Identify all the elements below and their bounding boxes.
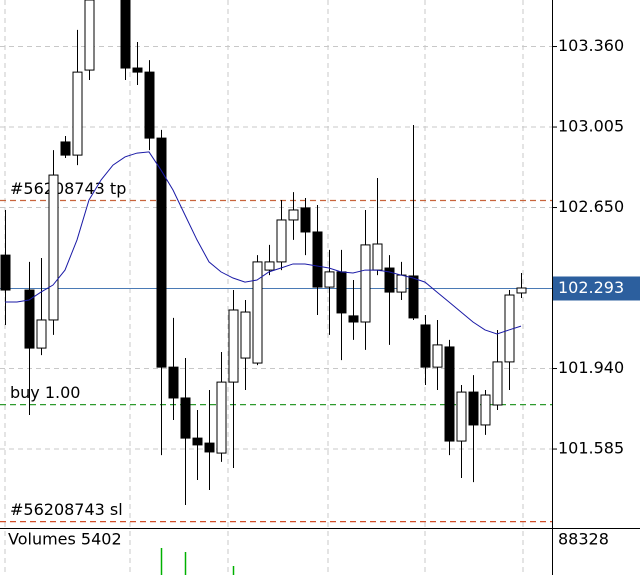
candle-body [420,324,431,368]
candle-body [408,275,419,319]
candle-body [144,71,155,139]
candle-body [252,261,263,364]
candle-body [204,442,215,453]
candle-body [48,174,59,321]
current-price-label: 102.293 [558,278,624,297]
candle-body [336,271,347,314]
order-level-label: #56208743 sl [10,500,123,519]
candle-body [360,244,371,323]
candle-body [24,289,35,349]
candle-body [276,219,287,263]
y-tick-label: 102.650 [558,197,624,216]
candle-body [36,319,47,349]
candle-body [84,0,95,71]
candle-body [396,274,407,293]
candle-body [168,366,179,399]
candle-body [384,267,395,293]
candle-body [132,67,143,73]
candle-body [516,287,527,294]
candle-body [60,141,71,156]
order-level-label: #56208743 tp [10,179,126,198]
candle-body [216,381,227,454]
candle-body [156,137,167,368]
candle-body [228,309,239,383]
plot: #56208743 tp buy 1.00 #56208743 sl [0,0,552,575]
y-tick-label: 101.585 [558,439,624,458]
y-tick-label: 101.940 [558,358,624,377]
candle-body [372,243,383,271]
candle-body [288,209,299,221]
candle-body [348,315,359,323]
candle-body [240,311,251,359]
candle-body [324,271,335,288]
volume-title: Volumes 5402 [8,530,122,549]
candle-body [264,261,275,271]
y-tick-label: 103.360 [558,36,624,55]
candle-body [444,346,455,442]
candle-body [192,437,203,446]
candle-body [0,254,11,291]
y-tick-label: 103.005 [558,117,624,136]
candle-body [120,0,131,69]
order-level-label: buy 1.00 [10,383,80,402]
candle-body [492,361,503,406]
candle-body [312,231,323,288]
candle-body [300,207,311,233]
candle-body [432,344,443,368]
candle-body [456,391,467,442]
current-price-box [553,276,640,301]
moving-average [5,151,522,335]
candle-body [468,391,479,426]
volume-tick-label: 88328 [558,530,609,549]
time-grid [4,0,524,575]
candle-body [72,71,83,156]
candle-body [480,394,491,426]
candle-body [180,397,191,439]
